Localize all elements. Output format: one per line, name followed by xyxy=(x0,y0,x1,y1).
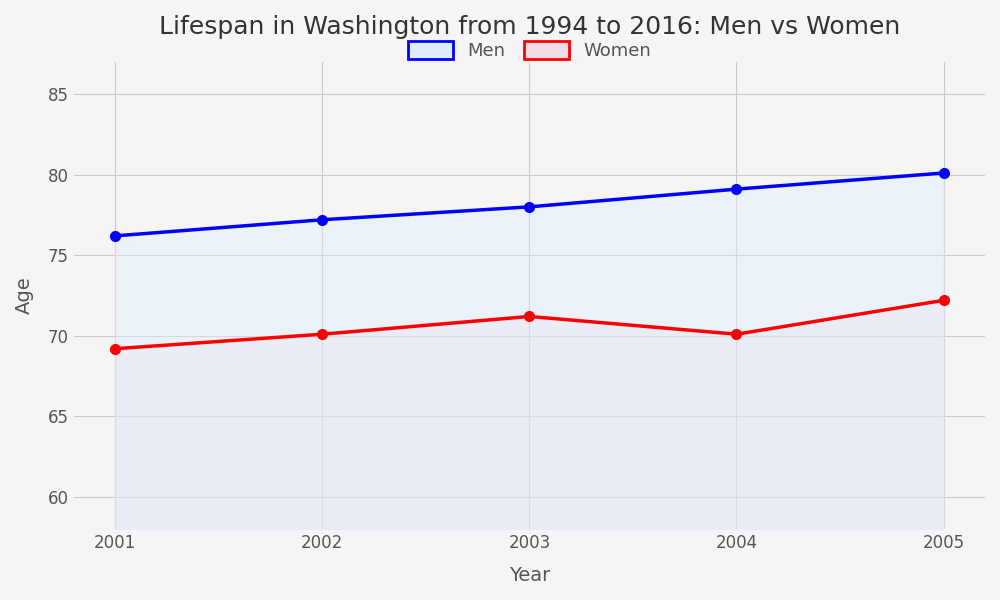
X-axis label: Year: Year xyxy=(509,566,550,585)
Line: Men: Men xyxy=(110,168,948,241)
Men xyxy=(730,185,742,193)
Women xyxy=(316,331,328,338)
Women xyxy=(938,297,950,304)
Women xyxy=(523,313,535,320)
Women xyxy=(109,345,121,352)
Men xyxy=(523,203,535,211)
Title: Lifespan in Washington from 1994 to 2016: Men vs Women: Lifespan in Washington from 1994 to 2016… xyxy=(159,15,900,39)
Y-axis label: Age: Age xyxy=(15,277,34,314)
Line: Women: Women xyxy=(110,295,948,353)
Women xyxy=(730,331,742,338)
Men xyxy=(109,232,121,239)
Men xyxy=(316,216,328,223)
Legend: Men, Women: Men, Women xyxy=(401,34,658,67)
Men xyxy=(938,169,950,176)
